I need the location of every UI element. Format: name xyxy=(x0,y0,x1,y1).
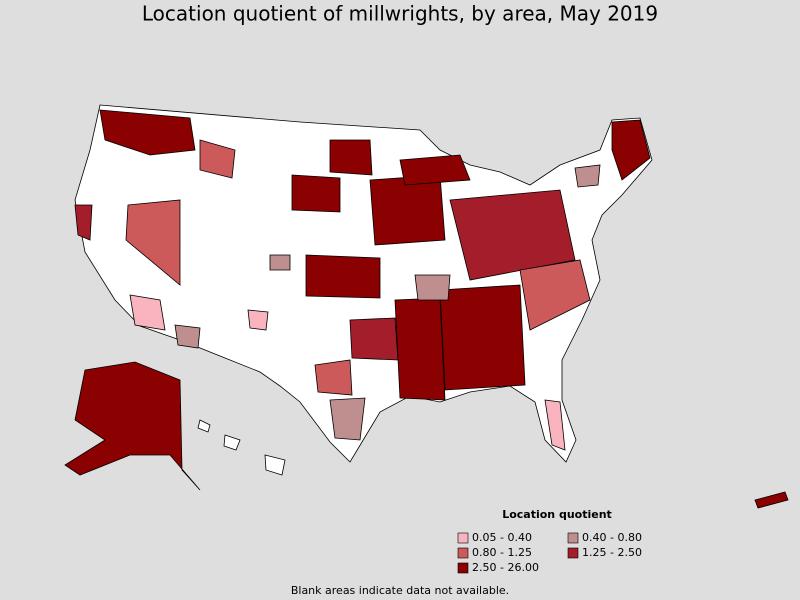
region xyxy=(574,164,601,188)
region xyxy=(305,254,381,299)
region xyxy=(125,199,181,286)
note: Blank areas indicate data not available. xyxy=(291,584,509,597)
legend-label: 1.25 - 2.50 xyxy=(582,546,642,559)
region xyxy=(611,119,651,181)
region xyxy=(64,361,201,491)
legend: 0.05 - 0.40 0.40 - 0.80 0.80 - 1.25 1.25 - … xyxy=(457,531,642,574)
legend-swatch xyxy=(567,532,579,544)
legend-swatch xyxy=(567,547,579,559)
region xyxy=(247,309,269,331)
region xyxy=(349,317,399,361)
region xyxy=(223,434,241,451)
legend-label: 0.05 - 0.40 xyxy=(472,531,532,544)
region xyxy=(399,154,471,186)
legend-swatch xyxy=(457,532,469,544)
region xyxy=(99,109,196,156)
region xyxy=(129,294,166,331)
regions xyxy=(64,109,789,509)
region xyxy=(369,174,446,246)
region xyxy=(439,284,526,391)
legend-label: 0.40 - 0.80 xyxy=(582,531,642,544)
region xyxy=(329,397,366,441)
map-title: Location quotient of millwrights, by are… xyxy=(142,2,658,26)
region xyxy=(329,139,373,176)
region xyxy=(291,174,341,213)
region xyxy=(269,254,291,271)
region xyxy=(199,139,236,179)
legend-swatch xyxy=(457,547,469,559)
region xyxy=(174,324,201,349)
region xyxy=(754,491,789,509)
region xyxy=(544,399,566,451)
legend-label: 2.50 - 26.00 xyxy=(472,561,539,574)
region xyxy=(394,297,446,401)
region xyxy=(449,189,576,281)
region xyxy=(264,454,286,476)
legend-title: Location quotient xyxy=(502,508,612,521)
region xyxy=(314,359,353,396)
region xyxy=(414,274,451,301)
region xyxy=(74,204,93,241)
legend-label: 0.80 - 1.25 xyxy=(472,546,532,559)
legend-swatch xyxy=(457,562,469,574)
region xyxy=(197,419,211,433)
region xyxy=(519,259,591,331)
